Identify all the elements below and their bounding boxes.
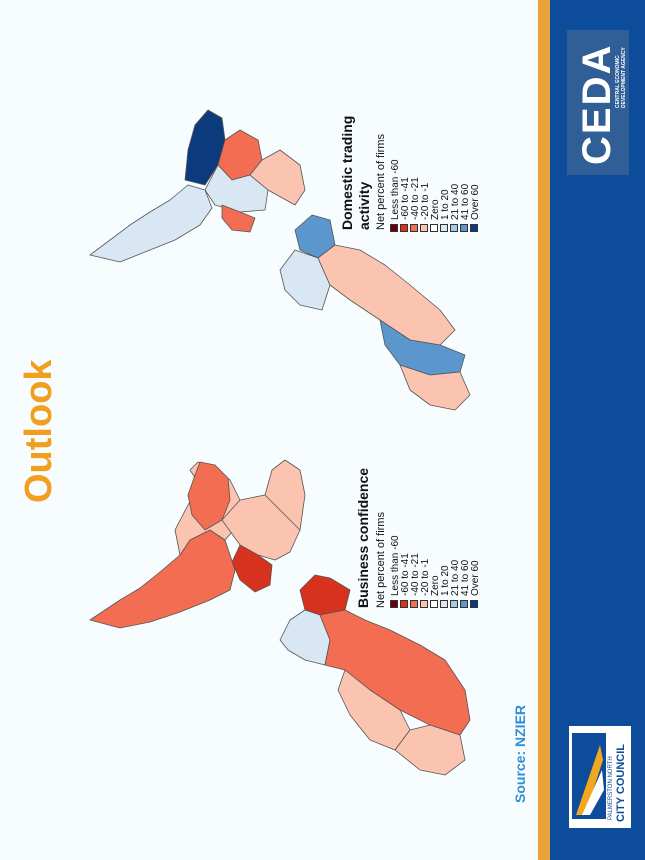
domestic-trading-north-island [89,109,306,263]
business-confidence-south-island [279,574,471,776]
legend-domestic-trading-item-swatch [440,224,448,232]
legend-domestic-trading-item-swatch [470,224,478,232]
ceda-logo: CEDA CENTRAL ECONOMIC DEVELOPMENT AGENCY [567,30,629,175]
legend-business-confidence-item-swatch [460,600,468,608]
legend-domestic-trading-item-swatch [390,224,398,232]
legend-business-confidence-item-swatch [410,600,418,608]
legend-domestic-trading-item-swatch [450,224,458,232]
legend-business-confidence-item-swatch [440,600,448,608]
legend-domestic-trading-item-swatch [400,224,408,232]
accent-stripe [538,0,550,860]
council-logo-top-text: PALMERSTON NORTH [608,756,614,820]
legend-domestic-trading-item-swatch [410,224,418,232]
legend-business-confidence-item-swatch [400,600,408,608]
business-confidence-north-island [89,459,306,629]
council-logo-main-text: CITY COUNCIL [615,743,627,822]
legend-domestic-trading-item-swatch [430,224,438,232]
legend-business-confidence-item-swatch [470,600,478,608]
legend-business-confidence-item-swatch [390,600,398,608]
legend-business-confidence-item-swatch [450,600,458,608]
legend-domestic-trading-item-swatch [420,224,428,232]
legend-business-confidence-item-swatch [430,600,438,608]
domestic-trading-south-island [279,214,471,411]
legend-business-confidence-item-swatch [420,600,428,608]
legend-domestic-trading-item-swatch [460,224,468,232]
